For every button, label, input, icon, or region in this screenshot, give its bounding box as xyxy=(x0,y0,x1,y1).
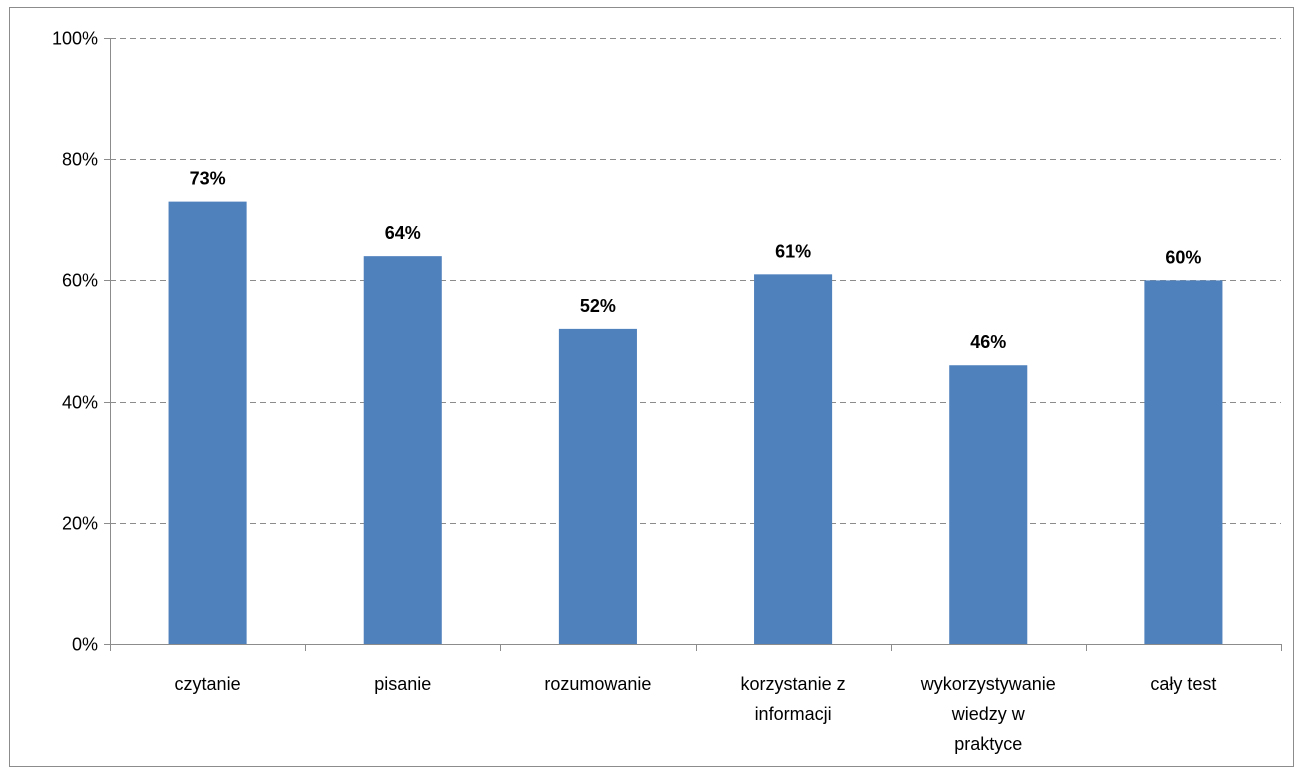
axes xyxy=(104,38,1282,651)
gridlines xyxy=(110,38,1281,524)
bars xyxy=(168,201,1223,644)
data-label: 60% xyxy=(1165,247,1201,267)
category-label: wykorzystywanie wiedzy w praktyce xyxy=(920,674,1056,754)
data-label: 64% xyxy=(385,223,421,243)
bar xyxy=(754,274,833,644)
category-label-line: wiedzy w xyxy=(951,704,1026,724)
category-label: korzystanie z informacji xyxy=(741,674,846,724)
bar xyxy=(1144,280,1223,644)
category-label-line: czytanie xyxy=(175,674,241,694)
category-label-line: rozumowanie xyxy=(544,674,651,694)
category-label-line: pisanie xyxy=(374,674,431,694)
bar xyxy=(168,201,247,644)
category-label: czytanie xyxy=(175,674,241,694)
category-label-line: cały test xyxy=(1150,674,1216,694)
category-label: pisanie xyxy=(374,674,431,694)
data-label: 46% xyxy=(970,332,1006,352)
data-label: 61% xyxy=(775,241,811,261)
category-label-line: informacji xyxy=(755,704,832,724)
y-tick-label: 20% xyxy=(62,514,98,534)
y-tick-label: 0% xyxy=(72,635,98,655)
bar xyxy=(558,328,637,644)
y-tick-label: 100% xyxy=(52,29,98,49)
y-tick-label: 60% xyxy=(62,271,98,291)
bar xyxy=(363,256,442,644)
y-tick-label: 80% xyxy=(62,150,98,170)
category-label-line: praktyce xyxy=(954,734,1022,754)
labels: 0% 20% 40% 60% 80% 100% 73% czytanie 64% pisanie 5… xyxy=(52,29,1216,755)
bar xyxy=(949,365,1028,644)
y-tick-label: 40% xyxy=(62,393,98,413)
data-label: 73% xyxy=(190,169,226,189)
category-label-line: korzystanie z xyxy=(741,674,846,694)
category-label-line: wykorzystywanie xyxy=(920,674,1056,694)
data-label: 52% xyxy=(580,296,616,316)
category-label: cały test xyxy=(1150,674,1216,694)
category-label: rozumowanie xyxy=(544,674,651,694)
